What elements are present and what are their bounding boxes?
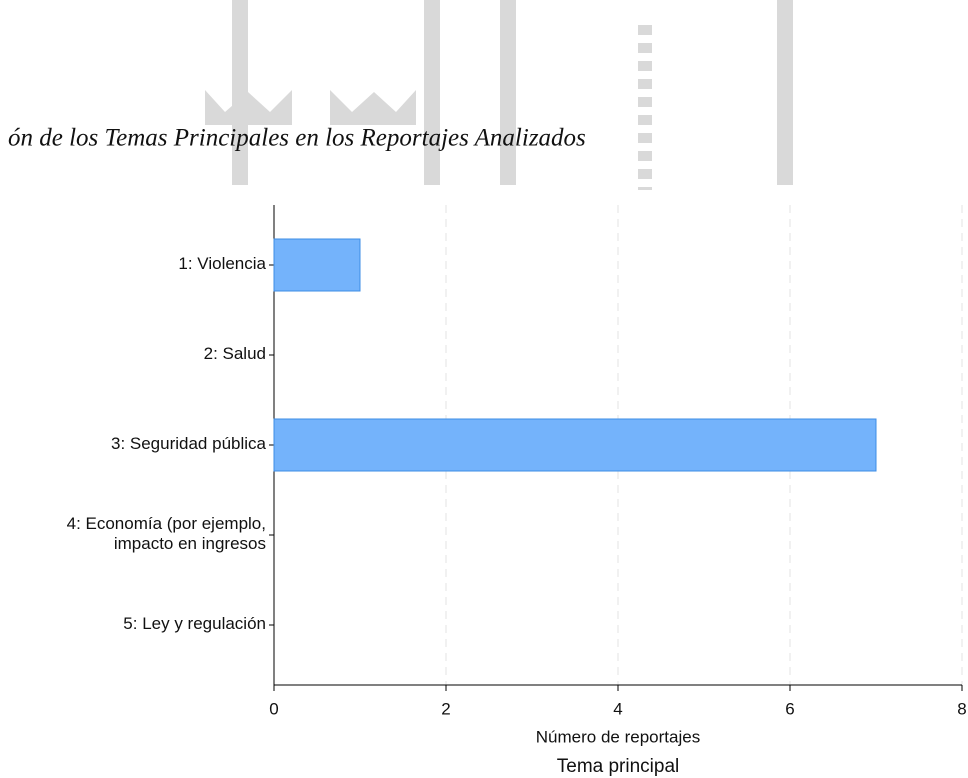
x-axis-label: Número de reportajes xyxy=(536,727,700,746)
chart-subtitle: Tema principal xyxy=(557,756,680,777)
x-tick-label: 8 xyxy=(957,699,966,718)
x-tick-label: 4 xyxy=(613,699,622,718)
x-tick-label: 6 xyxy=(785,699,794,718)
y-tick-label: 3: Seguridad pública xyxy=(111,434,267,453)
y-tick-label: 4: Economía (por ejemplo, impacto en ingr… xyxy=(67,514,266,553)
bar xyxy=(273,238,361,292)
y-tick-label: 1: Violencia xyxy=(178,254,266,273)
chart-title: ón de los Temas Principales en los Repor… xyxy=(8,125,586,152)
x-tick-label: 2 xyxy=(441,699,450,718)
y-tick-label: 2: Salud xyxy=(204,344,266,363)
watermark xyxy=(205,0,793,190)
bar xyxy=(273,418,877,472)
x-tick-label: 0 xyxy=(269,699,278,718)
y-tick-label: 5: Ley y regulación xyxy=(123,614,266,633)
